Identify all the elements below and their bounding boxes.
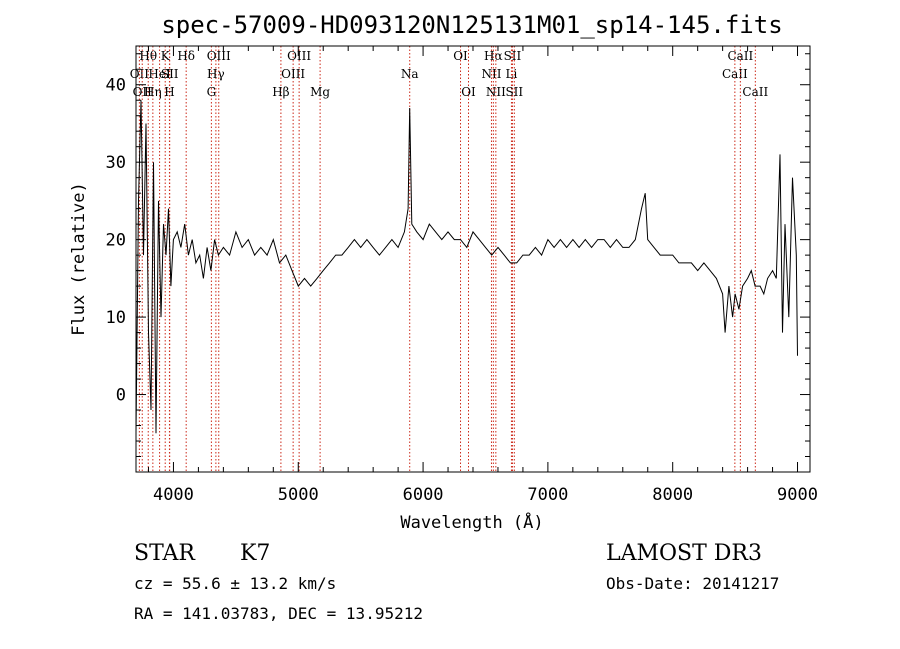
line-marker-label: NII (486, 85, 506, 99)
y-tick-label: 0 (116, 386, 126, 406)
x-axis: 4000 5000 6000 7000 8000 9000 (147, 46, 818, 505)
line-marker-label: OI (461, 85, 476, 99)
line-marker-label: Hη (144, 85, 162, 99)
y-tick-label: 20 (106, 231, 126, 251)
line-markers: OIIOIIHθHηHeIKHSIIHδGHγOIIIHβOIIIOIIIMgN… (130, 46, 768, 472)
y-tick-label: 40 (106, 76, 126, 96)
line-marker-label: SII (505, 85, 523, 99)
object-class: STAR (134, 541, 196, 566)
line-marker-label: Hα (484, 49, 503, 63)
x-axis-label: Wavelength (Å) (400, 511, 543, 533)
line-marker-label: Mg (310, 85, 330, 99)
x-tick-label: 6000 (403, 485, 444, 505)
line-marker-label: OIII (287, 49, 311, 63)
line-marker-label: OII (130, 67, 150, 81)
line-marker-label: OIII (207, 49, 231, 63)
coordinates: RA = 141.03783, DEC = 13.95212 (134, 604, 423, 623)
line-marker-label: CaII (722, 67, 748, 81)
y-tick-label: 10 (106, 308, 126, 328)
spectrum-line (135, 100, 798, 434)
line-marker-label: K (161, 49, 171, 63)
line-marker-label: Hθ (139, 49, 157, 63)
x-tick-label: 9000 (777, 485, 818, 505)
y-tick-label: 30 (106, 153, 126, 173)
y-axis: 0 10 20 30 40 (106, 53, 810, 473)
plot-frame (135, 45, 811, 473)
object-subclass: K7 (240, 541, 270, 566)
line-marker-label: Hβ (272, 85, 289, 99)
y-axis-label: Flux (relative) (69, 182, 89, 336)
line-marker-label: Hγ (207, 67, 225, 81)
x-tick-label: 4000 (153, 485, 194, 505)
line-marker-label: NII (481, 67, 501, 81)
x-tick-label: 5000 (278, 485, 319, 505)
line-marker-label: CaII (742, 85, 768, 99)
line-marker-label: Hδ (177, 49, 195, 63)
line-marker-label: G (207, 85, 217, 99)
observation-date: Obs-Date: 20141217 (606, 574, 779, 593)
survey-name: LAMOST DR3 (606, 541, 762, 566)
line-marker-label: SII (161, 67, 179, 81)
line-marker-label: CaII (727, 49, 753, 63)
x-tick-label: 8000 (652, 485, 693, 505)
line-marker-label: Na (401, 67, 419, 81)
chart-title: spec-57009-HD093120N125131M01_sp14-145.f… (161, 11, 782, 39)
redshift-value: cz = 55.6 ± 13.2 km/s (134, 574, 336, 593)
line-marker-label: SII (504, 49, 522, 63)
line-marker-label: Li (506, 67, 518, 81)
x-tick-label: 7000 (527, 485, 568, 505)
line-marker-label: OIII (281, 67, 305, 81)
line-marker-label: OII (133, 85, 153, 99)
line-marker-label: OI (453, 49, 468, 63)
